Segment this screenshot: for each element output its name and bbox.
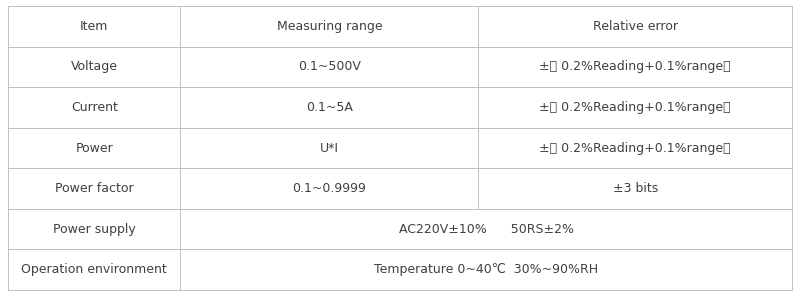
Text: 0.1~0.9999: 0.1~0.9999 [293, 182, 366, 195]
Text: ±3 bits: ±3 bits [613, 182, 658, 195]
Text: Relative error: Relative error [593, 20, 678, 33]
Text: Current: Current [71, 101, 118, 114]
Text: Power supply: Power supply [53, 223, 136, 236]
Text: Item: Item [80, 20, 109, 33]
Text: Temperature 0~40℃  30%~90%RH: Temperature 0~40℃ 30%~90%RH [374, 263, 598, 276]
Text: 0.1~5A: 0.1~5A [306, 101, 353, 114]
Text: ±（ 0.2%Reading+0.1%range）: ±（ 0.2%Reading+0.1%range） [539, 141, 731, 155]
Text: U*I: U*I [320, 141, 339, 155]
Text: ±（ 0.2%Reading+0.1%range）: ±（ 0.2%Reading+0.1%range） [539, 60, 731, 73]
Text: ±（ 0.2%Reading+0.1%range）: ±（ 0.2%Reading+0.1%range） [539, 101, 731, 114]
Text: 0.1~500V: 0.1~500V [298, 60, 361, 73]
Text: Voltage: Voltage [70, 60, 118, 73]
Text: Power factor: Power factor [55, 182, 134, 195]
Text: Measuring range: Measuring range [277, 20, 382, 33]
Text: Operation environment: Operation environment [22, 263, 167, 276]
Text: Power: Power [75, 141, 113, 155]
Text: AC220V±10%      50RS±2%: AC220V±10% 50RS±2% [398, 223, 574, 236]
